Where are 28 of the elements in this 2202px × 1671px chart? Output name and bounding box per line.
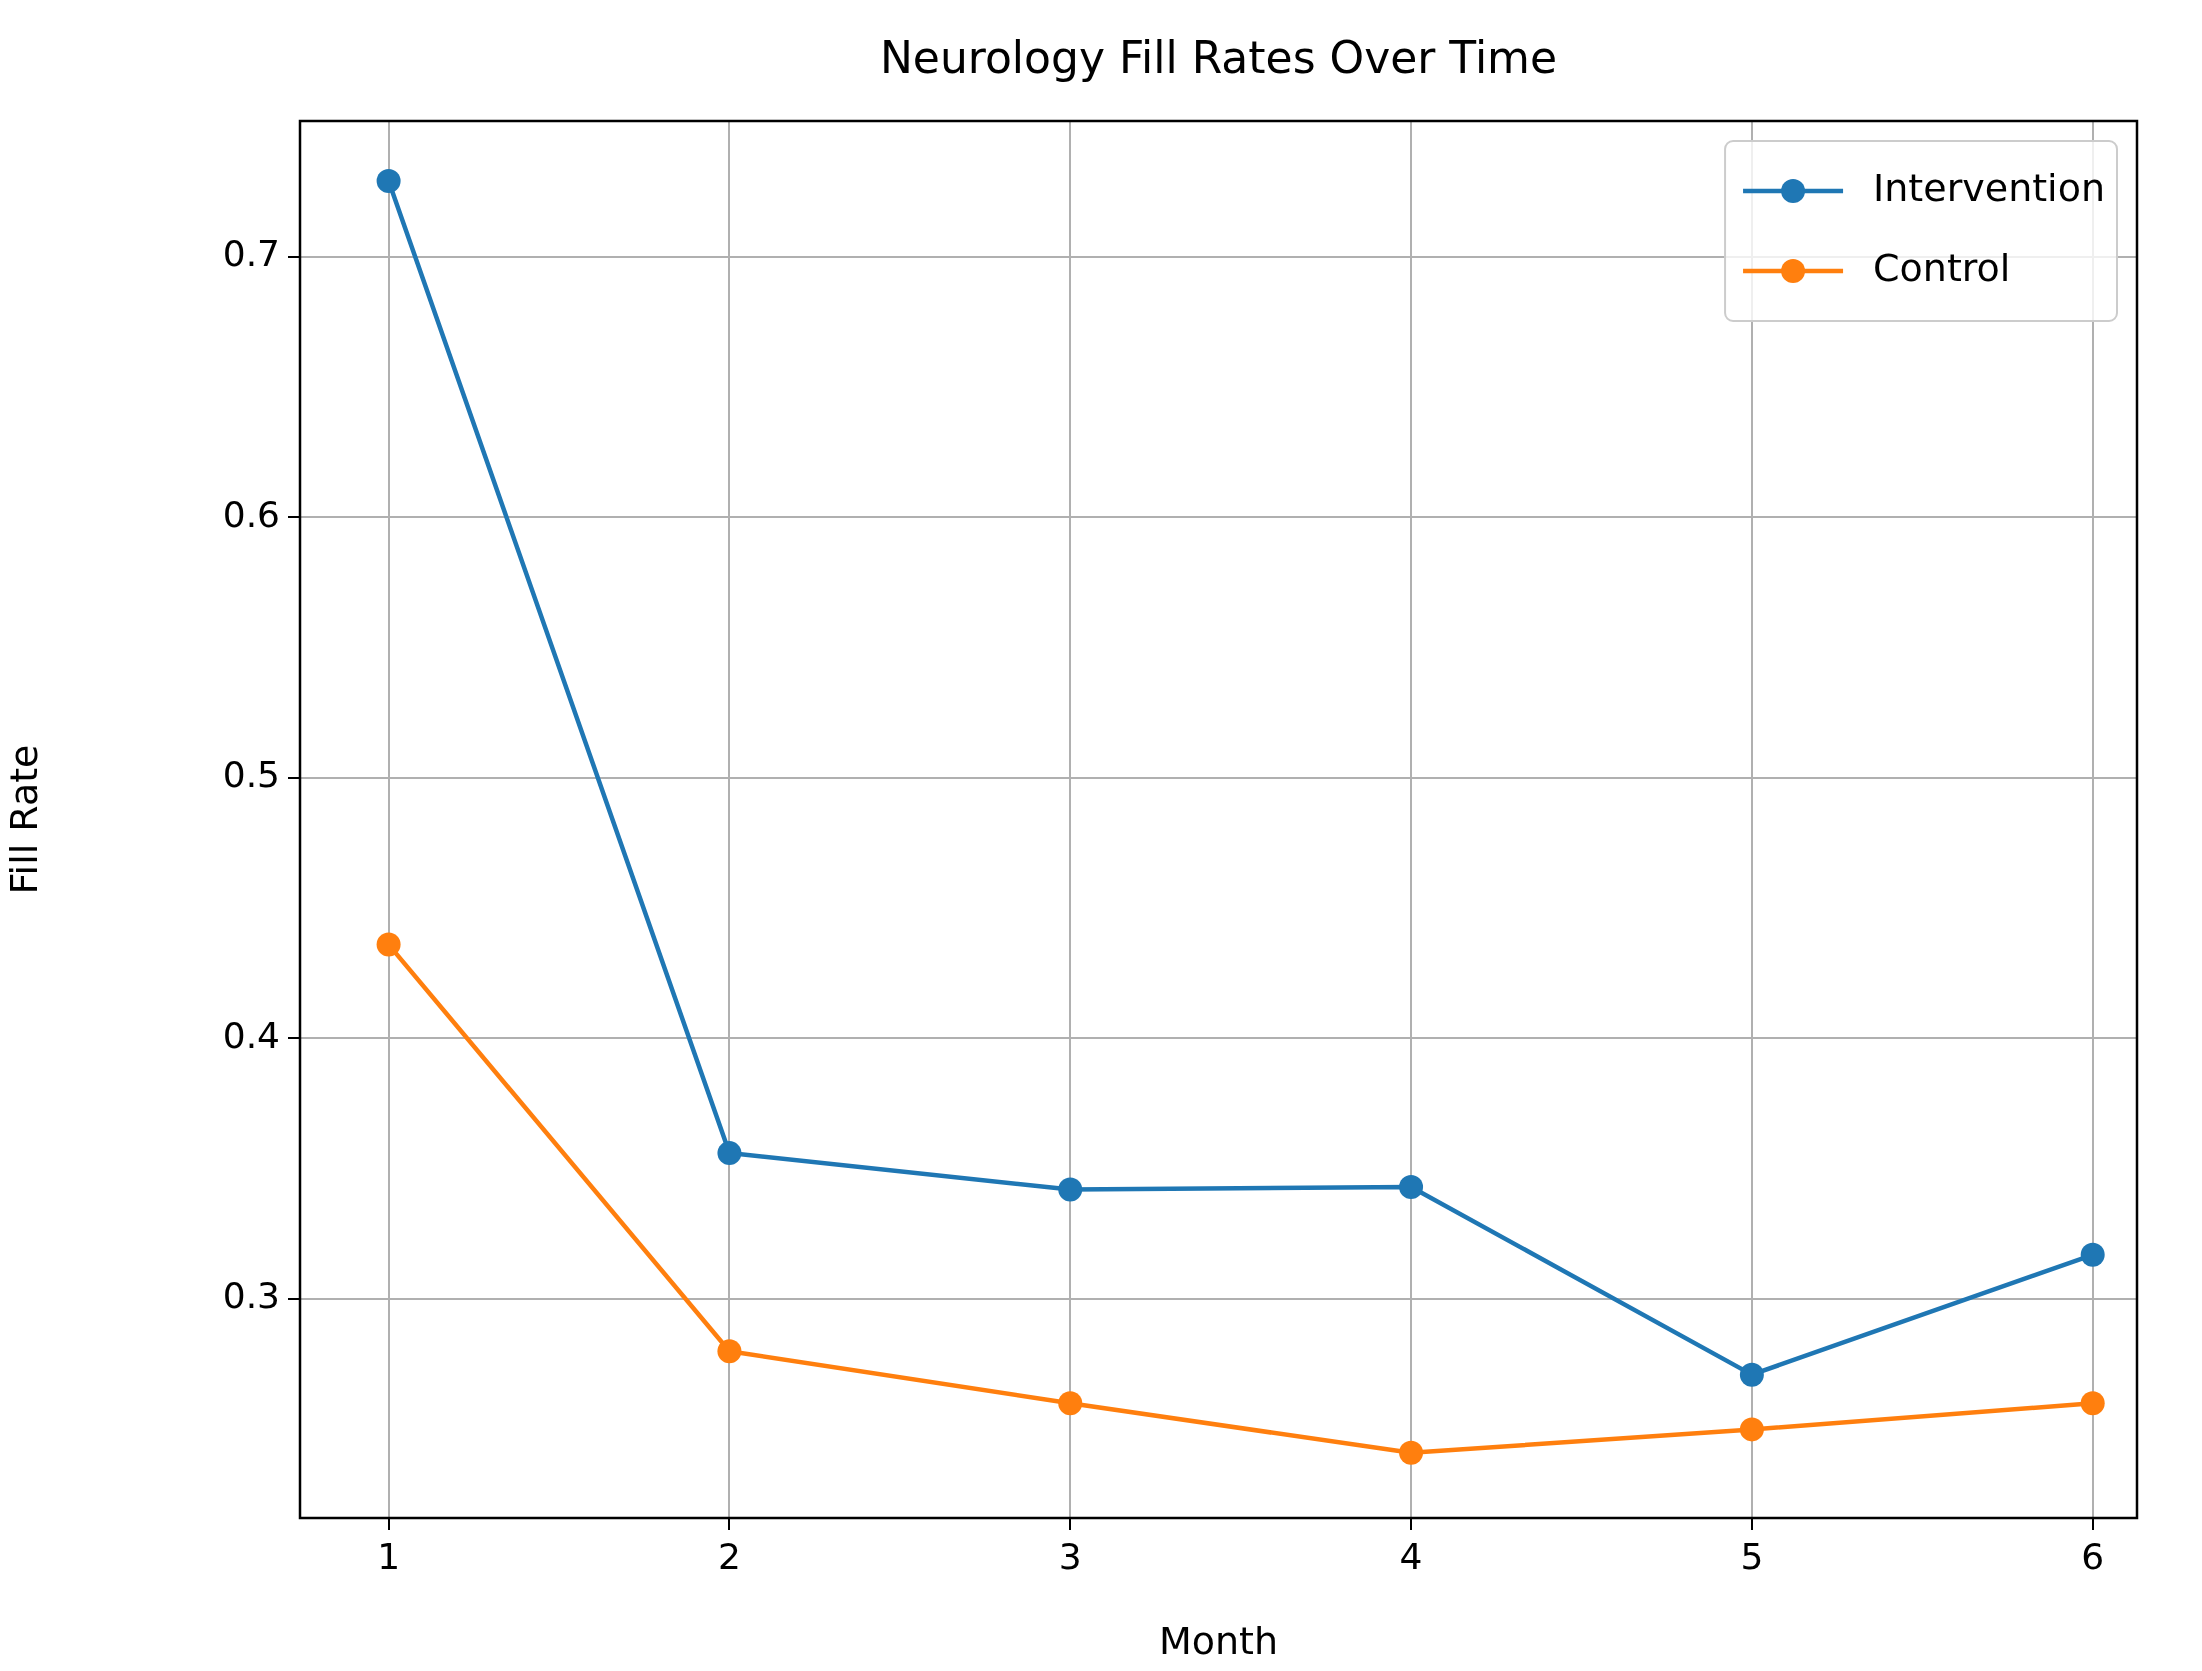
chart-title: Neurology Fill Rates Over Time	[879, 32, 1558, 84]
y-tick-label: 0.3	[222, 1275, 280, 1317]
x-axis-title: Month	[1158, 1619, 1279, 1664]
point	[2080, 1242, 2105, 1267]
point	[1399, 1440, 1424, 1465]
point	[717, 1141, 742, 1166]
point	[1058, 1177, 1083, 1202]
legend-label: Control	[1873, 245, 2011, 290]
x-tick-label: 4	[1399, 1535, 1423, 1577]
point	[376, 932, 401, 957]
y-tick-label: 0.7	[222, 232, 280, 274]
point	[1399, 1174, 1424, 1199]
x-tick-label: 5	[1740, 1535, 1764, 1577]
point	[1739, 1362, 1764, 1387]
y-tick-label: 0.6	[222, 493, 280, 535]
point	[1739, 1417, 1764, 1442]
legend-label: Intervention	[1873, 165, 2105, 210]
x-tick-label: 2	[717, 1535, 741, 1577]
point	[1058, 1391, 1083, 1416]
x-tick-label: 3	[1058, 1535, 1082, 1577]
y-tick-label: 0.4	[222, 1014, 280, 1056]
point	[376, 168, 401, 193]
x-tick-label: 1	[377, 1535, 401, 1577]
point	[717, 1339, 742, 1364]
x-tick-label: 6	[2081, 1535, 2105, 1577]
point	[2080, 1391, 2105, 1416]
y-tick-label: 0.5	[222, 754, 280, 796]
y-axis-title: Fill Rate	[1, 744, 46, 895]
